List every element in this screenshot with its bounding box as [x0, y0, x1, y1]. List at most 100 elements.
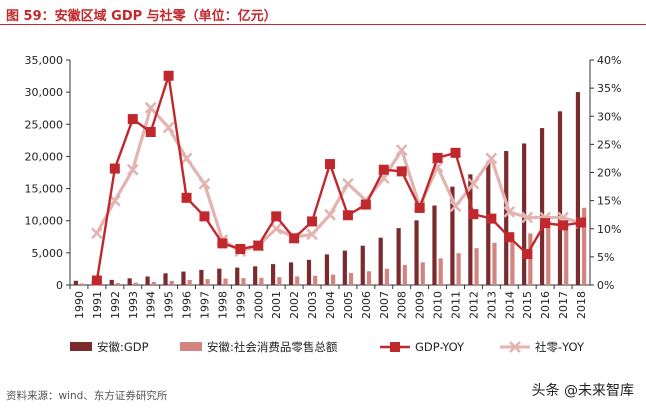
x-tick-label: 2008	[396, 291, 409, 319]
right-tick-label: 30%	[597, 110, 621, 123]
gdp-yoy-point	[127, 114, 138, 125]
gdp-bar	[557, 111, 563, 285]
retail-bar	[366, 271, 372, 285]
retail-bar	[582, 207, 587, 285]
x-tick-label: 2018	[575, 291, 588, 319]
x-tick-label: 2010	[432, 291, 445, 319]
watermark: 头条 @未来智库	[531, 383, 634, 399]
gdp-yoy-point	[558, 220, 569, 231]
x-tick-label: 2000	[252, 291, 265, 319]
right-tick-label: 5%	[597, 251, 614, 264]
right-tick-label: 20%	[597, 167, 621, 180]
gdp-bar	[199, 269, 204, 285]
x-tick-label: 2004	[324, 291, 337, 319]
gdp-yoy-point	[181, 192, 192, 203]
gdp-bar	[539, 128, 545, 285]
retail-bar	[169, 281, 174, 285]
gdp-yoy-point	[576, 217, 587, 228]
gdp-bar	[109, 279, 114, 285]
gdp-bar	[288, 262, 294, 285]
retail-bar	[510, 237, 515, 285]
left-tick-label: 35,000	[25, 54, 64, 67]
gdp-yoy-point	[217, 238, 228, 249]
gdp-bar	[253, 266, 258, 285]
retail-yoy-point	[324, 208, 336, 221]
retail-bar	[348, 273, 354, 285]
x-tick-label: 2012	[467, 291, 480, 319]
gdp-yoy-point	[414, 202, 425, 213]
retail-bar	[438, 258, 443, 285]
x-tick-label: 1992	[109, 291, 122, 319]
x-tick-label: 1991	[91, 291, 104, 319]
gdp-yoy-point	[289, 233, 300, 244]
retail-yoy-point	[342, 177, 354, 190]
right-tick-label: 40%	[597, 54, 621, 67]
gdp-yoy-point	[468, 209, 479, 220]
gdp-yoy-point	[91, 275, 102, 286]
chart-title: 图 59：安徽区域 GDP 与社零（单位：亿元）	[6, 9, 277, 24]
gdp-bar	[450, 186, 455, 285]
x-tick-label: 2016	[539, 291, 552, 319]
legend-swatch-retail	[180, 342, 202, 351]
gdp-bar	[145, 276, 150, 285]
gdp-yoy-point	[199, 211, 210, 222]
retail-yoy-point	[521, 211, 534, 224]
retail-bar	[528, 233, 533, 285]
legend-label-retail-yoy: 社零-YOY	[535, 340, 585, 354]
retail-yoy-point	[306, 228, 318, 241]
retail-bar	[151, 281, 156, 285]
legend-label-retail: 安徽:社会消费品零售总额	[207, 340, 338, 354]
left-tick-label: 5,000	[32, 247, 64, 260]
retail-bar	[205, 279, 210, 285]
x-tick-label: 2007	[378, 291, 391, 319]
right-tick-label: 35%	[597, 82, 621, 95]
retail-bar	[474, 248, 479, 285]
retail-bar	[79, 283, 85, 285]
retail-bar	[546, 226, 551, 285]
left-tick-label: 25,000	[25, 118, 64, 131]
gdp-yoy-point	[253, 240, 264, 251]
retail-yoy-point	[503, 205, 516, 218]
gdp-bar	[73, 280, 78, 285]
gdp-yoy-line	[95, 74, 582, 281]
gdp-bar	[414, 220, 419, 285]
retail-bar	[223, 278, 228, 285]
retail-yoy-point	[270, 222, 283, 235]
retail-bar	[259, 277, 264, 285]
gdp-yoy-point	[163, 70, 174, 81]
retail-yoy-point	[395, 144, 408, 156]
gdp-bar	[306, 259, 312, 285]
legend-marker-retail-yoy	[509, 341, 521, 353]
retail-yoy-point	[485, 152, 498, 165]
source-note: 资料来源：wind、东方证券研究所	[6, 390, 168, 402]
x-tick-label: 2003	[306, 291, 319, 319]
right-tick-label: 15%	[597, 195, 621, 208]
x-tick-label: 1996	[181, 291, 194, 319]
legend-marker-gdp-yoy	[390, 342, 400, 352]
legend-swatch-gdp	[70, 342, 92, 351]
x-tick-label: 1997	[198, 291, 211, 319]
x-tick-label: 2009	[414, 291, 427, 319]
gdp-yoy-point	[432, 152, 443, 163]
left-tick-label: 20,000	[25, 150, 64, 163]
left-tick-label: 15,000	[25, 183, 64, 196]
gdp-yoy-point	[522, 249, 533, 260]
x-tick-label: 2013	[485, 291, 498, 319]
left-tick-label: 30,000	[25, 86, 64, 99]
gdp-yoy-point	[109, 163, 120, 174]
left-tick-label: 0	[56, 279, 63, 292]
gdp-bar	[575, 92, 581, 285]
x-tick-label: 1999	[234, 291, 247, 319]
retail-bar	[564, 220, 569, 285]
gdp-bar	[235, 267, 240, 285]
right-tick-label: 0%	[597, 279, 614, 292]
retail-yoy-point	[162, 121, 175, 134]
x-tick-label: 2015	[521, 291, 534, 319]
x-tick-label: 1990	[73, 291, 86, 319]
gdp-yoy-point	[378, 164, 389, 175]
x-tick-label: 1993	[127, 291, 140, 319]
gdp-bar	[396, 228, 401, 285]
gdp-bar	[432, 205, 437, 285]
gdp-bar	[378, 237, 383, 285]
